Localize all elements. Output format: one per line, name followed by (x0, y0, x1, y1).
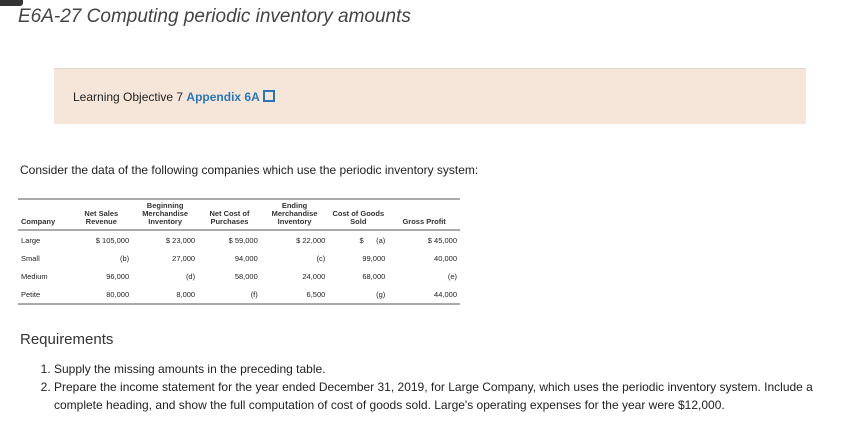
table-row: Petite 80,000 8,000 (f) 6,500 (g) 44,000 (18, 285, 460, 304)
appendix-link[interactable]: Appendix 6A (186, 90, 275, 104)
table-cell: Small (21, 253, 40, 263)
table-cell: Medium (21, 271, 48, 281)
learning-objective-label: Learning Objective 7 (73, 90, 184, 104)
table-cell: 40,000 (434, 253, 457, 263)
table-cell: $ 22,000 (296, 235, 326, 245)
table-cell: 99,000 (362, 253, 386, 263)
table-cell: (g) (376, 289, 386, 299)
learning-objective-box: Learning Objective 7 Appendix 6A (54, 68, 806, 124)
requirements-heading: Requirements (20, 331, 114, 348)
data-table: Company Net Sales Revenue Beginning Merchand… (18, 198, 460, 305)
table-cell: 96,000 (106, 271, 130, 281)
table-cell: (e) (447, 271, 457, 281)
table-cell: 6,500 (306, 289, 326, 299)
table-cell: $ 45,000 (427, 235, 457, 245)
column-header: Beginning Merchandise Inventory (132, 199, 199, 231)
table-row: Large $ 105,000 $ 23,000 $ 59,000 $ 22,000 $ … (18, 230, 460, 249)
table-cell: 80,000 (106, 289, 130, 299)
column-header: Ending Merchandise Inventory (260, 199, 329, 231)
requirement-item: Prepare the income statement for the yea… (54, 378, 844, 414)
requirements-list: Supply the missing amounts in the preced… (38, 360, 844, 414)
page-title: E6A-27 Computing periodic inventory amou… (18, 6, 411, 27)
table-cell: (d) (185, 271, 196, 281)
table-cell: 24,000 (302, 271, 326, 281)
table-cell: 94,000 (234, 253, 258, 263)
table-cell: $ 59,000 (228, 235, 258, 245)
table-cell: 44,000 (434, 289, 457, 299)
table-cell: (c) (316, 253, 326, 263)
external-window-icon (262, 90, 275, 102)
table-row: Small (b) 27,000 94,000 (c) 99,000 40,000 (18, 249, 460, 267)
column-header: Net Sales Revenue (70, 199, 133, 231)
table-cell: 68,000 (362, 271, 386, 281)
column-header: Cost of Goods Sold (328, 199, 389, 231)
intro-text: Consider the data of the following compa… (20, 163, 479, 177)
table-row: Medium 96,000 (d) 58,000 24,000 68,000 (e) (18, 267, 460, 285)
table-cell: $ 23,000 (165, 235, 196, 245)
table-cell: 58,000 (234, 271, 258, 281)
table-cell: (f) (250, 289, 258, 299)
column-header: Net Cost of Purchases (198, 199, 261, 231)
table-cell: Large (21, 235, 41, 245)
table-cell: $ (a) (359, 235, 386, 245)
table-cell: 27,000 (172, 253, 196, 263)
column-header: Gross Profit (388, 199, 460, 231)
table-cell: (b) (119, 253, 130, 263)
table-cell: Petite (21, 289, 41, 299)
tooltip-fragment (0, 0, 23, 6)
table-cell: $ 105,000 (95, 235, 130, 245)
table-cell: 8,000 (176, 289, 196, 299)
column-header: Company (18, 199, 71, 231)
requirement-item: Supply the missing amounts in the preced… (54, 360, 844, 378)
